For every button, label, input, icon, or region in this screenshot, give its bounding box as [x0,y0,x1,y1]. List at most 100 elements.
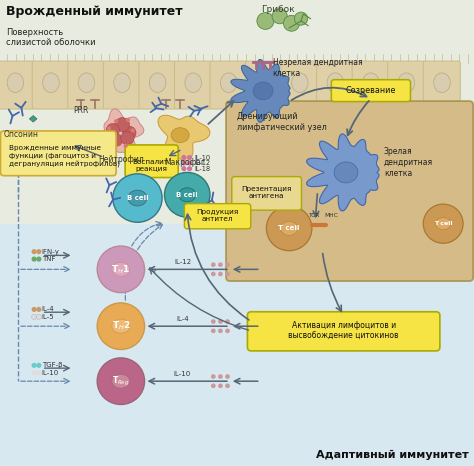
Circle shape [113,174,162,222]
Circle shape [181,166,186,171]
Ellipse shape [171,128,189,143]
Circle shape [32,307,37,312]
Polygon shape [307,134,379,211]
FancyBboxPatch shape [125,145,178,178]
Ellipse shape [114,73,130,92]
Text: Адаптивный иммунитет: Адаптивный иммунитет [316,450,468,460]
Circle shape [36,249,42,254]
Circle shape [123,126,136,139]
Circle shape [266,206,312,251]
FancyBboxPatch shape [139,61,176,109]
Text: Врожденные иммунные
функции (фагоцитоз и
дегрануляция нейтрофилов): Врожденные иммунные функции (фагоцитоз и… [9,145,120,168]
Ellipse shape [220,73,237,92]
Text: IL-4
IL-5: IL-4 IL-5 [42,307,55,320]
Text: Нейтрофил: Нейтрофил [98,155,144,164]
Ellipse shape [281,221,298,235]
FancyBboxPatch shape [247,312,440,351]
Ellipse shape [398,73,415,92]
Circle shape [106,123,119,137]
FancyBboxPatch shape [226,101,473,281]
Text: Опсонин: Опсонин [4,130,39,139]
Circle shape [181,155,186,160]
Circle shape [218,374,223,379]
Circle shape [114,119,118,123]
Circle shape [294,12,308,25]
Text: IL-10: IL-10 [174,370,191,377]
Circle shape [218,262,223,267]
Circle shape [211,384,216,388]
FancyBboxPatch shape [0,0,474,224]
Text: T cell: T cell [278,226,300,231]
Circle shape [32,363,37,368]
Circle shape [218,384,223,388]
Ellipse shape [363,73,379,92]
Circle shape [211,374,216,379]
Circle shape [36,307,42,312]
Circle shape [283,15,300,31]
Ellipse shape [292,73,308,92]
FancyBboxPatch shape [423,61,460,109]
Text: IL-12: IL-12 [174,259,191,265]
Circle shape [32,370,37,376]
Ellipse shape [256,73,273,92]
Polygon shape [158,115,210,161]
Circle shape [211,319,216,324]
Ellipse shape [434,73,450,92]
Circle shape [36,256,42,261]
Ellipse shape [112,374,130,388]
Circle shape [36,315,42,320]
Circle shape [225,319,230,324]
Ellipse shape [78,73,95,92]
Text: IL-10: IL-10 [194,155,210,160]
Text: T cell: T cell [434,221,453,226]
Text: T$_H$2: T$_H$2 [111,320,130,332]
Text: Грибок: Грибок [261,5,294,14]
Text: Поверхность
слизистой оболочки: Поверхность слизистой оболочки [6,28,95,48]
Circle shape [187,166,192,171]
Text: IFN-γ
TNF: IFN-γ TNF [42,249,60,262]
Text: Созревание: Созревание [346,86,396,95]
Text: Воспалит.
реакция: Воспалит. реакция [133,159,171,172]
Ellipse shape [253,82,273,100]
FancyBboxPatch shape [210,61,247,109]
Circle shape [36,363,42,368]
Text: Зрелая
дендритная
клетка: Зрелая дендритная клетка [384,147,433,178]
Ellipse shape [43,73,59,92]
FancyBboxPatch shape [174,61,211,109]
Ellipse shape [185,73,201,92]
Circle shape [97,246,145,293]
Circle shape [218,319,223,324]
Circle shape [181,160,186,165]
Circle shape [32,315,37,320]
Circle shape [211,329,216,333]
FancyBboxPatch shape [0,61,34,109]
Circle shape [36,370,42,376]
FancyBboxPatch shape [388,61,425,109]
Ellipse shape [112,262,130,276]
Circle shape [225,329,230,333]
Text: TGF-β
IL-10: TGF-β IL-10 [42,363,62,376]
Text: IL-4: IL-4 [176,315,189,322]
Text: B cell: B cell [127,195,148,201]
Text: Продукция
антител: Продукция антител [196,209,239,222]
Text: Макрофаг: Макрофаг [164,158,205,167]
FancyBboxPatch shape [232,177,301,210]
Ellipse shape [327,73,344,92]
Ellipse shape [436,218,451,230]
Ellipse shape [149,73,166,92]
Circle shape [218,329,223,333]
Text: Активация лимфоцитов и
высвобождение цитокинов: Активация лимфоцитов и высвобождение цит… [288,321,399,341]
Polygon shape [29,116,37,122]
Circle shape [126,117,130,122]
FancyBboxPatch shape [0,131,116,176]
FancyBboxPatch shape [331,80,410,102]
Circle shape [423,204,463,243]
Text: MHC: MHC [324,213,338,218]
Text: Дренирующий
лимфатический узел: Дренирующий лимфатический узел [237,112,327,132]
Circle shape [32,249,37,254]
Polygon shape [231,59,290,123]
Circle shape [97,303,145,350]
Circle shape [272,9,287,24]
FancyBboxPatch shape [317,61,354,109]
Circle shape [115,117,129,131]
